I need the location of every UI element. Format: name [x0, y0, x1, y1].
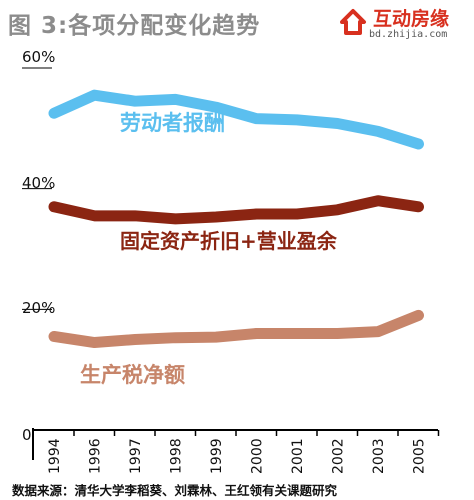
y-tick-label: 40% [22, 174, 55, 192]
chart-title: 图 3:各项分配变化趋势 [8, 13, 261, 39]
series-label-capital: 固定资产折旧+营业盈余 [120, 229, 338, 253]
series-label-tax: 生产税净额 [80, 363, 185, 387]
y-tick-label: 20% [22, 299, 55, 317]
y-tick-label: 0 [22, 426, 32, 444]
logo-url: bd.zhijia.com [369, 29, 448, 40]
x-tick-label: 1997 [128, 438, 144, 474]
source-note: 数据来源：清华大学李稻葵、刘霖林、王红领有关课题研究 [12, 483, 338, 498]
logo-name: 互动房缘 [373, 8, 450, 30]
y-tick-label: 60% [22, 48, 55, 66]
series-line-tax [48, 309, 424, 349]
x-tick-label: 2002 [331, 438, 347, 474]
series-line-capital [48, 195, 424, 225]
x-tick-label: 2000 [250, 438, 266, 474]
x-tick-label: 2005 [412, 438, 428, 474]
series-label-labor: 劳动者报酬 [120, 111, 225, 135]
logo[interactable]: 互动房缘 bd.zhijia.com [339, 4, 464, 44]
x-tick-label: 1999 [209, 438, 225, 474]
line-chart: 60% 40% 20% 0 1994 1996 1997 1998 1999 2000 2001 20… [22, 48, 440, 474]
x-tick-label: 2003 [371, 438, 387, 474]
logo-house-icon [340, 9, 366, 35]
series-line-labor [48, 89, 424, 150]
x-tick-label: 1996 [88, 438, 104, 474]
x-tick-label: 2001 [290, 438, 306, 474]
x-tick-label: 1994 [47, 438, 63, 474]
x-tick-label: 1998 [169, 438, 185, 474]
